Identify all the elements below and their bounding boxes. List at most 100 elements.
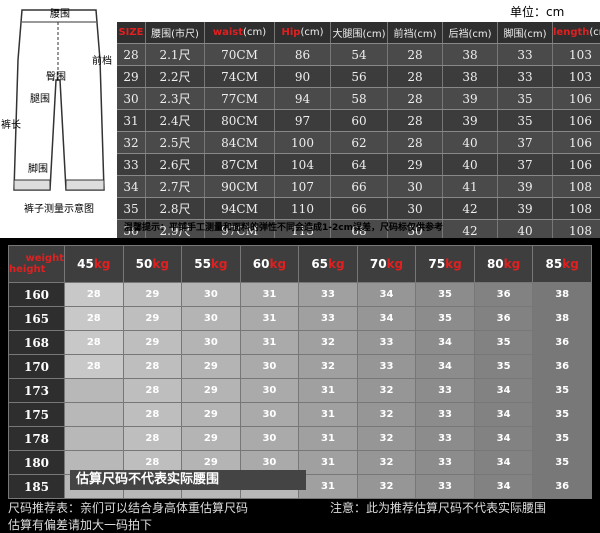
size-cell: 38 <box>532 306 592 331</box>
size-cell: 28 <box>122 426 183 451</box>
size-cell: 32 <box>356 402 417 427</box>
size-cell: 32 <box>298 330 358 355</box>
weight-unit: kg <box>210 257 228 271</box>
height-row: 178 28 29 30 31 32 33 34 35 <box>8 426 592 451</box>
diagram-caption: 裤子测量示意图 <box>24 202 94 215</box>
size-cell: 2.3尺 <box>145 87 205 110</box>
size-cell: 28 <box>387 43 443 66</box>
size-cell: 62 <box>330 131 388 154</box>
height-row: 170 28 28 29 30 32 33 34 35 36 <box>8 354 592 379</box>
size-cell: 29 <box>122 306 183 331</box>
size-cell: 29 <box>181 354 241 379</box>
size-cell: 34 <box>473 402 534 427</box>
size-cell: 106 <box>552 87 600 110</box>
size-cell: 34 <box>473 378 534 403</box>
weight-unit: kg <box>386 257 404 271</box>
weight-cell: 45kg <box>64 245 124 283</box>
header-cell: 后裆(cm) <box>442 22 498 44</box>
header-row: weight height 45kg 50kg 55kg 60kg 65kg 70kg 75kg… <box>8 245 592 283</box>
size-cell: 36 <box>473 306 534 331</box>
header-name: 大腿围 <box>332 29 363 40</box>
weight-cell: 80kg <box>473 245 534 283</box>
size-cell: 35 <box>497 109 553 132</box>
size-cell: 30 <box>117 87 146 110</box>
size-cell: 34 <box>356 282 417 307</box>
height-row: 165 28 29 30 31 33 34 35 36 38 <box>8 306 592 331</box>
size-cell: 28 <box>387 65 443 88</box>
weight-unit: kg <box>328 257 345 271</box>
size-cell: 86 <box>274 43 331 66</box>
size-cell: 29 <box>181 378 241 403</box>
size-cell: 31 <box>239 282 300 307</box>
size-cell: 38 <box>442 43 498 66</box>
size-cell: 35 <box>473 354 534 379</box>
size-cell: 90 <box>274 65 331 88</box>
weight-unit: kg <box>445 257 462 271</box>
header-name: 后裆 <box>448 29 469 40</box>
size-row: 36 2.9尺 97CM 115 68 30 42 40 108 <box>117 219 600 242</box>
weight-value: 85 <box>545 257 563 271</box>
header-name: 腰围(市尺) <box>151 29 199 40</box>
size-cell: 33 <box>497 43 553 66</box>
diagram-label: 前档 <box>92 54 112 67</box>
size-cell: 30 <box>239 426 300 451</box>
footer-second: 估算有偏差请加大一码拍下 <box>8 518 153 532</box>
size-cell: 35 <box>415 282 475 307</box>
size-cell: 38 <box>442 65 498 88</box>
size-cell: 97 <box>274 109 331 132</box>
size-cell: 58 <box>330 87 388 110</box>
size-cell: 104 <box>274 153 331 176</box>
size-cell: 34 <box>473 426 534 451</box>
size-cell: 94 <box>274 87 331 110</box>
size-cell: 34 <box>415 354 475 379</box>
header-cell: 脚围(cm) <box>497 22 553 44</box>
size-row: 31 2.4尺 80CM 97 60 28 39 35 106 <box>117 109 600 132</box>
weight-unit: kg <box>152 257 169 271</box>
size-cell: 28 <box>64 282 124 307</box>
height-row: 180 28 29 30 31 32 33 34 35 <box>8 450 592 475</box>
size-cell: 32 <box>356 426 417 451</box>
size-cell: 34 <box>356 306 417 331</box>
size-cell: 84CM <box>204 131 275 154</box>
height-cell: 165 <box>8 306 65 331</box>
size-cell: 103 <box>552 65 600 88</box>
size-cell: 34 <box>473 474 534 499</box>
weight-value: 45 <box>77 257 94 271</box>
size-cell: 36 <box>532 474 592 499</box>
size-cell: 30 <box>181 282 241 307</box>
size-cell: 2.6尺 <box>145 153 205 176</box>
size-cell: 30 <box>181 306 241 331</box>
size-row: 32 2.5尺 84CM 100 62 28 40 37 106 <box>117 131 600 154</box>
unit-label: 单位：cm <box>510 5 565 19</box>
header-cell: SIZE <box>117 22 146 44</box>
size-cell: 33 <box>298 306 358 331</box>
size-cell: 28 <box>64 306 124 331</box>
size-cell: 60 <box>330 109 388 132</box>
size-cell: 33 <box>415 450 475 475</box>
recommend-table: weight height 45kg 50kg 55kg 60kg 65kg 70kg 75kg… <box>8 245 592 499</box>
size-cell: 106 <box>552 131 600 154</box>
size-cell: 31 <box>298 426 358 451</box>
size-cell: 100 <box>274 131 331 154</box>
header-name: SIZE <box>118 27 144 38</box>
header-cell: 前裆(cm) <box>387 22 443 44</box>
header-unit: (cm) <box>300 27 324 38</box>
size-cell: 90CM <box>204 175 275 198</box>
size-cell: 34 <box>117 175 146 198</box>
size-cell: 70CM <box>204 43 275 66</box>
size-cell: 36 <box>532 330 592 355</box>
size-cell: 28 <box>387 109 443 132</box>
size-row: 33 2.6尺 87CM 104 64 29 40 37 106 <box>117 153 600 176</box>
size-cell: 39 <box>497 197 553 220</box>
size-cell: 35 <box>415 306 475 331</box>
size-cell: 97CM <box>204 219 275 242</box>
size-cell: 40 <box>497 219 553 242</box>
size-cell: 74CM <box>204 65 275 88</box>
height-cell: 170 <box>8 354 65 379</box>
note: 温馨提示：平铺手工测量和面料的弹性不同会造成1-2cm误差，尺码标仅供参考 <box>124 223 443 233</box>
size-cell: 29 <box>117 65 146 88</box>
height-cell: 175 <box>8 402 65 427</box>
corner-cell: weight height <box>8 245 65 283</box>
size-cell: 31 <box>298 474 358 499</box>
header-cell: 腰围(市尺) <box>145 22 205 44</box>
